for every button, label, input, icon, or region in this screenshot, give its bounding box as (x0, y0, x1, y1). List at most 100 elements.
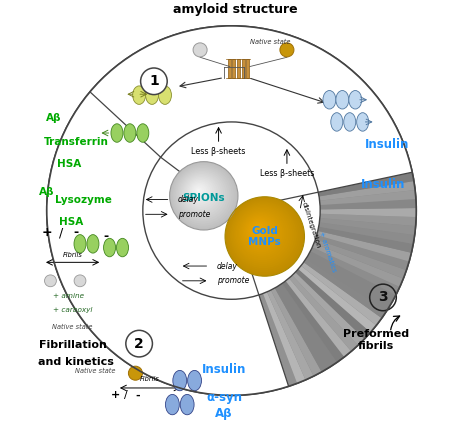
Wedge shape (232, 172, 413, 211)
Text: Less β-sheets: Less β-sheets (260, 169, 314, 178)
Wedge shape (232, 211, 364, 345)
Ellipse shape (104, 238, 116, 257)
Circle shape (171, 163, 236, 228)
Text: Preformed
fibrils: Preformed fibrils (343, 329, 409, 351)
Circle shape (177, 169, 227, 220)
Circle shape (173, 165, 234, 226)
Circle shape (248, 220, 271, 243)
Ellipse shape (344, 112, 356, 131)
Bar (237, 59, 240, 78)
Wedge shape (232, 190, 416, 211)
Circle shape (237, 209, 287, 259)
Ellipse shape (158, 86, 171, 104)
Text: SPIONs: SPIONs (182, 193, 225, 203)
Circle shape (241, 213, 281, 252)
Ellipse shape (180, 395, 194, 415)
Text: 3: 3 (378, 290, 388, 304)
Wedge shape (232, 211, 376, 332)
Wedge shape (232, 211, 391, 310)
Wedge shape (232, 211, 306, 383)
Circle shape (175, 168, 230, 221)
Text: HSA: HSA (57, 160, 81, 170)
Text: amyloid structure: amyloid structure (173, 3, 298, 16)
Wedge shape (232, 211, 329, 372)
Text: promote: promote (178, 210, 210, 219)
Wedge shape (232, 211, 387, 318)
Wedge shape (232, 211, 400, 295)
Ellipse shape (124, 124, 136, 142)
Circle shape (191, 183, 209, 201)
Wedge shape (232, 211, 411, 262)
Circle shape (47, 26, 416, 395)
Circle shape (244, 216, 277, 249)
Circle shape (233, 205, 293, 264)
Circle shape (231, 202, 297, 268)
Wedge shape (232, 211, 415, 235)
Circle shape (44, 275, 56, 287)
Circle shape (225, 197, 305, 276)
Circle shape (247, 218, 273, 245)
Text: +: + (42, 226, 52, 239)
Wedge shape (232, 211, 414, 244)
Text: Native state: Native state (250, 40, 290, 45)
Circle shape (253, 225, 263, 235)
Text: /: / (125, 390, 128, 400)
Circle shape (229, 201, 299, 270)
Text: Gold
MNPs: Gold MNPs (248, 226, 281, 247)
Circle shape (193, 43, 207, 57)
Text: Fibrils: Fibrils (140, 376, 160, 382)
Ellipse shape (323, 91, 336, 109)
Circle shape (249, 221, 269, 241)
Wedge shape (232, 211, 344, 362)
Text: Insulin: Insulin (202, 363, 246, 376)
Wedge shape (232, 211, 313, 380)
Ellipse shape (87, 235, 99, 253)
Ellipse shape (173, 371, 187, 391)
Bar (232, 59, 235, 78)
Circle shape (141, 68, 167, 95)
Ellipse shape (357, 112, 369, 131)
Circle shape (194, 186, 205, 197)
Circle shape (195, 187, 202, 194)
Wedge shape (232, 211, 382, 325)
Circle shape (240, 211, 283, 255)
Text: Less β-sheets: Less β-sheets (191, 147, 246, 156)
Circle shape (180, 172, 223, 215)
Text: Fibrillation: Fibrillation (39, 341, 106, 351)
Circle shape (256, 228, 259, 231)
Wedge shape (232, 211, 358, 351)
Text: -: - (135, 390, 139, 400)
Text: α-syn: α-syn (206, 391, 242, 404)
Wedge shape (232, 199, 416, 211)
Circle shape (226, 198, 302, 274)
Circle shape (255, 226, 261, 233)
Circle shape (245, 217, 275, 247)
Ellipse shape (145, 86, 158, 104)
Wedge shape (232, 211, 297, 386)
Text: + amine: + amine (53, 293, 84, 299)
Bar (246, 59, 249, 78)
Ellipse shape (111, 124, 123, 142)
Circle shape (192, 184, 206, 199)
Wedge shape (47, 26, 412, 395)
Circle shape (236, 208, 289, 260)
Circle shape (126, 330, 152, 357)
Wedge shape (232, 211, 403, 287)
Circle shape (228, 199, 300, 272)
Wedge shape (232, 172, 416, 386)
Ellipse shape (117, 238, 129, 257)
Text: Native state: Native state (75, 368, 115, 375)
Circle shape (74, 275, 86, 287)
Circle shape (143, 122, 320, 299)
Wedge shape (232, 211, 406, 279)
Circle shape (232, 204, 294, 266)
Text: Aβ: Aβ (46, 113, 62, 123)
Circle shape (185, 177, 217, 209)
Circle shape (128, 366, 143, 380)
Text: Transferrin: Transferrin (44, 137, 109, 147)
Text: Aβ: Aβ (215, 407, 233, 420)
Wedge shape (232, 211, 396, 303)
Ellipse shape (137, 124, 149, 142)
Text: Insulin: Insulin (364, 138, 409, 150)
Text: Insulin: Insulin (361, 178, 405, 191)
